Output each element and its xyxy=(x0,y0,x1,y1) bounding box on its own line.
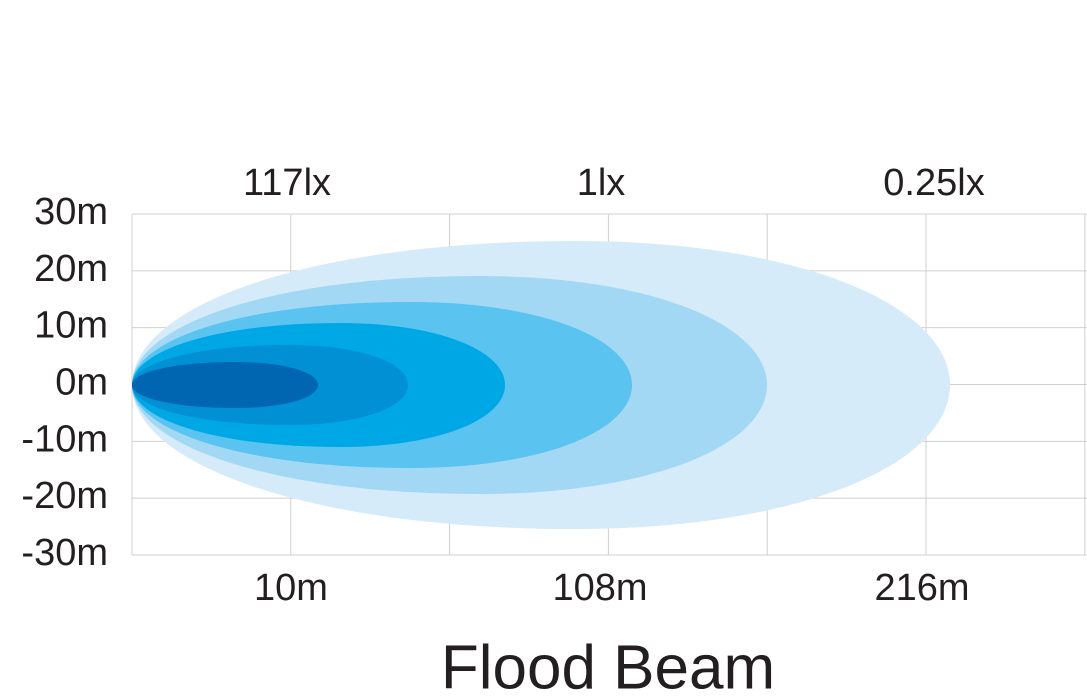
labels: 30m 20m 10m 0m -10m -20m -30m 10m 108m 216m 117lx 1… xyxy=(21,162,984,609)
lux-label: 0.25lx xyxy=(883,162,984,204)
y-tick-label: -30m xyxy=(21,532,108,574)
x-tick-label: 10m xyxy=(254,567,328,609)
x-tick-label: 216m xyxy=(874,567,969,609)
beam-pattern xyxy=(132,241,950,529)
title: Flood Beam xyxy=(441,633,775,698)
y-tick-label: -20m xyxy=(21,475,108,517)
beam-zone xyxy=(132,362,318,408)
y-tick-label: 30m xyxy=(34,191,108,233)
lux-label: 117lx xyxy=(243,162,331,204)
x-tick-label: 108m xyxy=(552,567,647,609)
lux-label: 1lx xyxy=(577,162,626,204)
y-tick-label: 10m xyxy=(34,305,108,347)
y-tick-label: 0m xyxy=(55,362,108,404)
y-tick-label: 20m xyxy=(34,248,108,290)
y-tick-label: -10m xyxy=(21,418,108,460)
